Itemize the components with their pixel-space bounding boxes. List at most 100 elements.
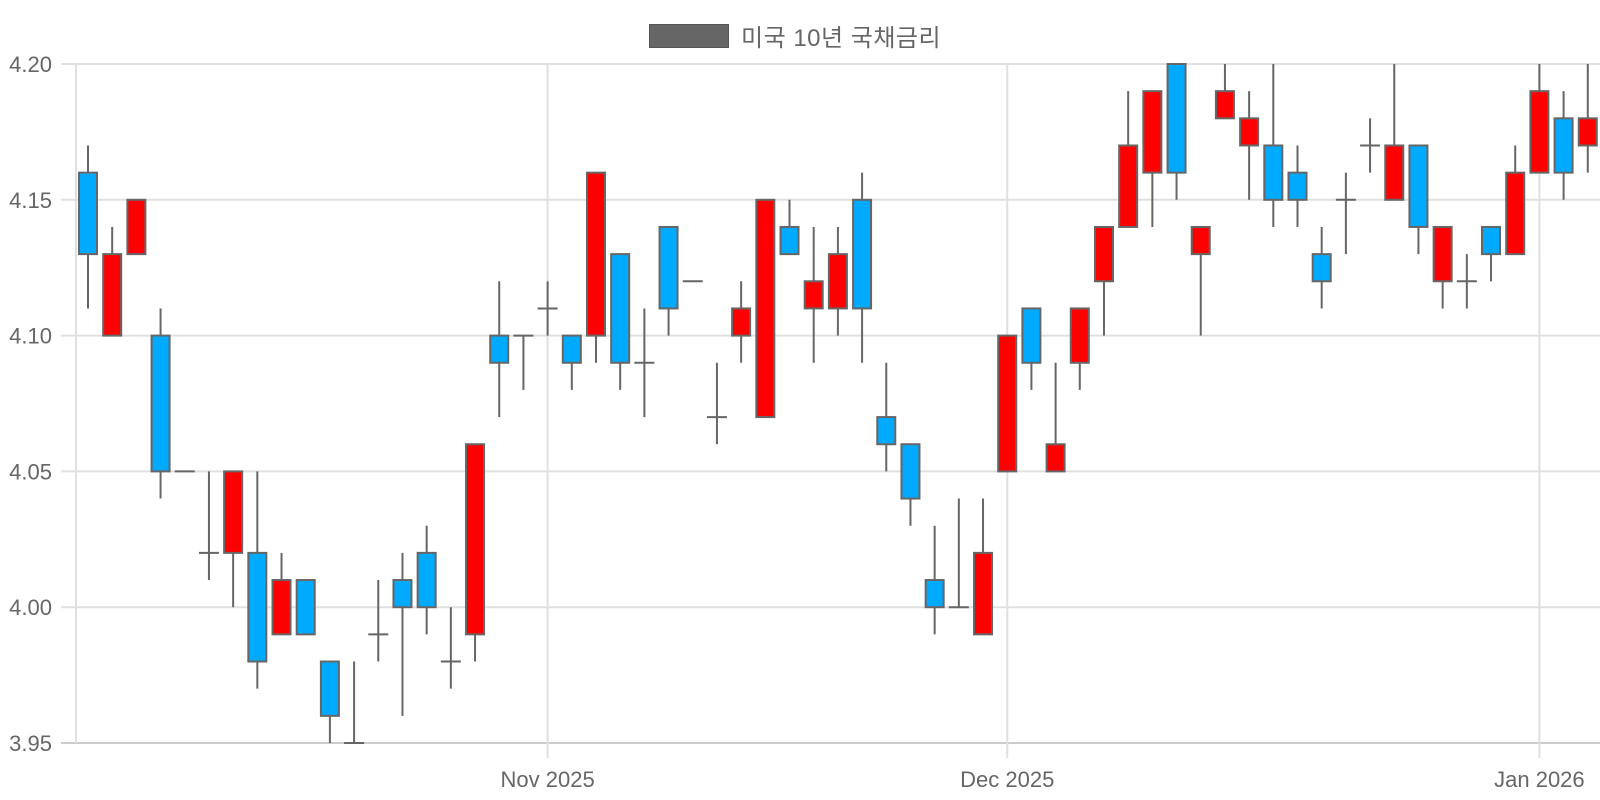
y-axis: 3.95 4.00 4.05 4.10 4.15 4.20 (9, 52, 52, 756)
candle-body (1021, 307, 1042, 364)
candle-body (1553, 117, 1574, 174)
candle[interactable] (271, 552, 292, 636)
candle[interactable] (198, 471, 219, 581)
candle[interactable] (150, 308, 171, 499)
candle-body (610, 253, 631, 364)
candle-body (1214, 90, 1235, 120)
candle-body (1384, 144, 1405, 201)
candle[interactable] (1311, 226, 1332, 309)
candle[interactable] (1505, 145, 1526, 256)
candle-body (803, 280, 824, 310)
candle-body (1093, 225, 1114, 283)
candle-body (1287, 171, 1308, 201)
candle-body (416, 551, 437, 609)
candle[interactable] (706, 362, 727, 445)
y-tick-label: 4.15 (9, 188, 52, 213)
candle[interactable] (1214, 64, 1235, 120)
candle[interactable] (1142, 90, 1163, 227)
candle[interactable] (924, 525, 945, 635)
candle[interactable] (1384, 64, 1405, 201)
candle[interactable] (1287, 145, 1308, 227)
candle-body (997, 334, 1018, 473)
x-axis: Nov 2025 Dec 2025 Jan 2026 (501, 767, 1585, 792)
candle-body (102, 253, 123, 337)
candle[interactable] (1021, 307, 1042, 390)
candle-body (779, 225, 800, 256)
candle-body (658, 225, 679, 310)
candle-body (1142, 90, 1163, 174)
candle-body (827, 253, 848, 310)
candle[interactable] (344, 661, 365, 744)
candle[interactable] (634, 308, 655, 418)
candle[interactable] (1481, 225, 1502, 282)
candle[interactable] (1335, 172, 1356, 255)
candles (78, 63, 1598, 744)
candle[interactable] (1263, 64, 1284, 227)
x-tick-label: Nov 2025 (501, 767, 595, 792)
candle-body (876, 416, 897, 446)
candle[interactable] (610, 253, 631, 390)
y-tick-label: 4.05 (9, 459, 52, 484)
candle[interactable] (1456, 254, 1477, 309)
candle[interactable] (658, 225, 679, 336)
candle[interactable] (876, 362, 897, 472)
candle[interactable] (319, 660, 340, 743)
candle-body (1069, 307, 1090, 364)
candle[interactable] (1360, 118, 1381, 173)
candle[interactable] (997, 334, 1018, 473)
candle[interactable] (803, 226, 824, 363)
candle[interactable] (465, 443, 486, 662)
candle[interactable] (295, 579, 316, 636)
candle-body (150, 334, 171, 473)
candle[interactable] (392, 552, 413, 716)
grid-lines (61, 63, 1600, 758)
candle[interactable] (537, 281, 558, 336)
candle[interactable] (1432, 225, 1453, 309)
legend-swatch (649, 23, 729, 48)
candle[interactable] (489, 281, 510, 418)
candle[interactable] (731, 281, 752, 363)
y-tick-label: 4.10 (9, 324, 52, 349)
candle[interactable] (1093, 225, 1114, 336)
candle-body (78, 171, 98, 256)
candle[interactable] (755, 198, 776, 419)
legend-label: 미국 10년 국채금리 (741, 25, 942, 52)
candle-body (1190, 225, 1211, 256)
candle[interactable] (513, 334, 534, 390)
candle-body (1118, 144, 1139, 228)
candle[interactable] (440, 607, 461, 689)
candle[interactable] (1190, 225, 1211, 336)
candle[interactable] (1045, 362, 1066, 473)
candle[interactable] (368, 580, 389, 662)
candle[interactable] (827, 226, 848, 336)
candle[interactable] (1408, 144, 1429, 255)
candle[interactable] (223, 470, 244, 608)
candle[interactable] (1553, 91, 1574, 200)
candle[interactable] (1239, 91, 1260, 200)
candle[interactable] (1529, 64, 1550, 174)
candle[interactable] (585, 171, 606, 363)
candle[interactable] (247, 471, 268, 689)
x-tick-label: Jan 2026 (1494, 767, 1585, 792)
candle[interactable] (948, 498, 969, 609)
candle-body (973, 551, 994, 636)
candle[interactable] (1069, 307, 1090, 390)
x-tick-label: Dec 2025 (960, 767, 1054, 792)
candle[interactable] (416, 525, 437, 635)
candle[interactable] (102, 226, 123, 337)
candle[interactable] (1577, 64, 1598, 173)
candle[interactable] (852, 172, 873, 363)
candle[interactable] (78, 145, 98, 309)
chart-legend[interactable]: 미국 10년 국채금리 (649, 18, 941, 53)
candle-body (1529, 90, 1550, 174)
candle[interactable] (1166, 63, 1187, 200)
candle[interactable] (1118, 91, 1139, 228)
candle[interactable] (126, 198, 147, 256)
candle[interactable] (779, 199, 800, 256)
candle[interactable] (561, 334, 582, 390)
candle-body (247, 551, 268, 663)
candle[interactable] (973, 498, 994, 636)
candle[interactable] (900, 443, 921, 526)
candle-body (1311, 253, 1332, 283)
